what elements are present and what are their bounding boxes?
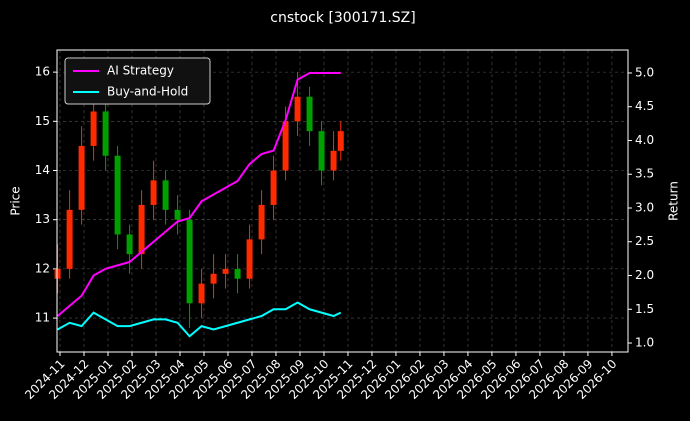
- chart-title: cnstock [300171.SZ]: [270, 10, 415, 26]
- candle-body: [330, 150, 337, 171]
- candle-body: [174, 209, 181, 220]
- candle-body: [258, 204, 265, 240]
- series-line: [57, 301, 342, 338]
- y-tick-label: 13: [35, 212, 50, 226]
- y2-tick-label: 2.0: [635, 268, 654, 282]
- y-axis-label: Price: [9, 186, 23, 215]
- plot-frame: [56, 49, 629, 353]
- legend-label: Buy-and-Hold: [107, 85, 188, 99]
- candle-body: [102, 111, 109, 156]
- y2-tick-label: 2.5: [635, 234, 654, 248]
- candle-body: [78, 145, 85, 210]
- candle-body: [306, 96, 313, 132]
- candle-body: [210, 273, 217, 284]
- candle-body: [90, 111, 97, 146]
- y-tick-label: 16: [35, 65, 50, 79]
- candle-body: [126, 234, 133, 255]
- candle-body: [270, 170, 277, 205]
- candle-body: [54, 268, 61, 279]
- candle-body: [318, 131, 325, 171]
- candle-body: [294, 96, 301, 122]
- candle-body: [222, 268, 229, 274]
- candle-body: [186, 219, 193, 304]
- candle-body: [198, 283, 205, 304]
- candle-body: [66, 209, 73, 269]
- candle-body: [246, 239, 253, 279]
- y2-axis-label: Return: [667, 181, 681, 221]
- y2-tick-label: 1.0: [635, 336, 654, 350]
- y2-tick-label: 4.0: [635, 133, 654, 147]
- y2-tick-label: 4.5: [635, 99, 654, 113]
- legend-box: [64, 57, 211, 105]
- candle-body: [162, 180, 169, 210]
- y2-tick-label: 3.5: [635, 167, 654, 181]
- y-tick-label: 14: [35, 163, 50, 177]
- candle-body: [114, 155, 121, 235]
- series-line: [56, 71, 341, 317]
- y-tick-label: 12: [35, 261, 50, 275]
- y2-tick-label: 3.0: [635, 200, 654, 214]
- y2-tick-label: 1.5: [635, 302, 654, 316]
- candle-body: [150, 180, 157, 205]
- candle-body: [337, 131, 344, 151]
- candle-body: [138, 204, 145, 255]
- candle-body: [234, 268, 241, 279]
- candle-body: [282, 121, 289, 171]
- legend-label: AI Strategy: [107, 64, 174, 78]
- y2-tick-label: 5.0: [635, 65, 654, 79]
- y-tick-label: 11: [35, 311, 50, 325]
- y-tick-label: 15: [35, 114, 50, 128]
